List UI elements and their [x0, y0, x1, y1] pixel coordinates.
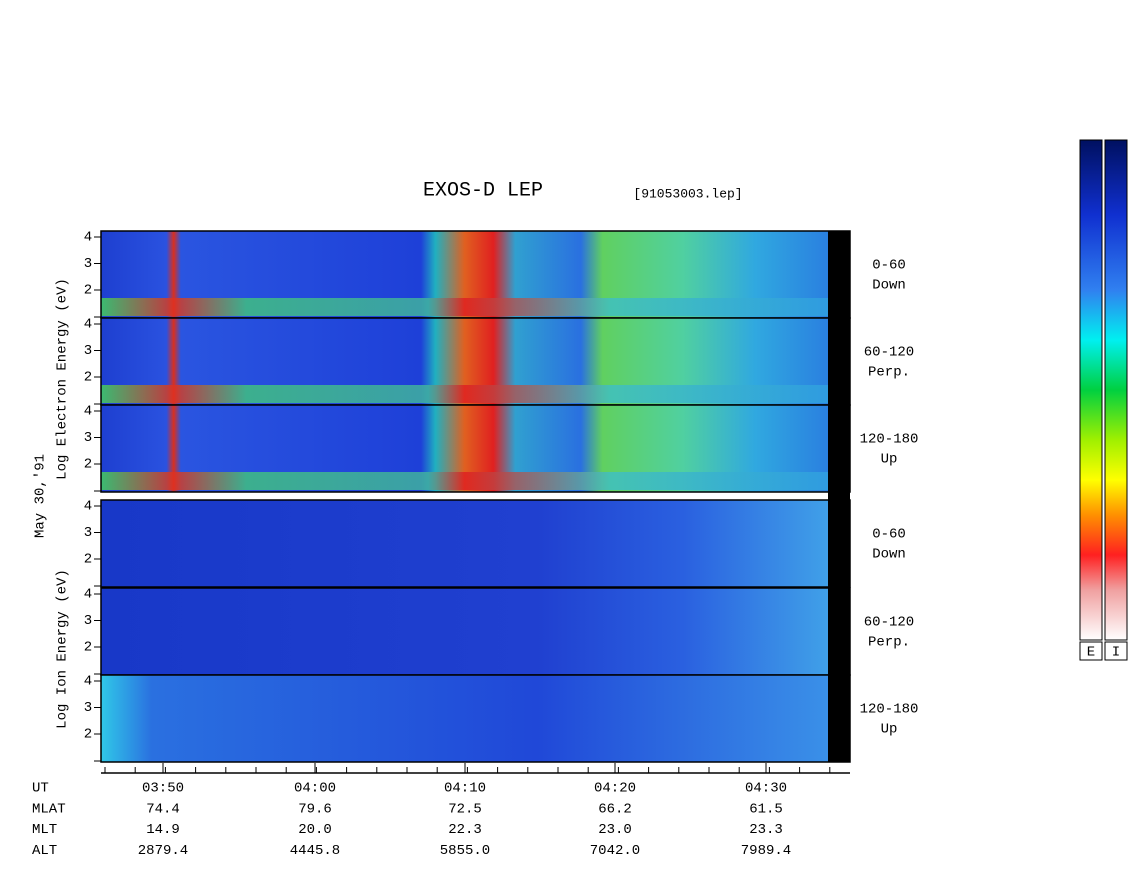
energy-tick-label: 2 — [84, 457, 92, 473]
energy-tick-label: 4 — [84, 674, 92, 690]
row-value: 23.3 — [749, 822, 783, 838]
time-label: 04:20 — [594, 781, 636, 797]
spectrogram — [101, 588, 828, 675]
panel-range: 120-180 — [860, 702, 919, 718]
panel-frame — [100, 674, 851, 763]
row-value: 61.5 — [749, 801, 783, 817]
energy-tick-label: 2 — [84, 283, 92, 299]
row-value: 22.3 — [448, 822, 482, 838]
energy-tick-label: 4 — [84, 499, 92, 515]
time-label: 04:10 — [444, 781, 486, 797]
energy-tick-label: 3 — [84, 613, 92, 629]
energy-tick-label: 3 — [84, 343, 92, 359]
energy-tick-label: 2 — [84, 727, 92, 743]
row-name: ALT — [32, 843, 57, 859]
spectrogram — [101, 675, 828, 762]
panel-range: 60-120 — [864, 615, 914, 631]
date-label: May 30,'91 — [33, 454, 49, 538]
time-label: 04:00 — [294, 781, 336, 797]
panel-direction: Up — [881, 722, 898, 738]
panel-direction: Up — [881, 452, 898, 468]
low-energy-band — [101, 472, 828, 490]
panel-frame — [100, 404, 851, 493]
spectrogram — [101, 500, 828, 587]
energy-tick-label: 4 — [84, 587, 92, 603]
row-value: 7042.0 — [590, 843, 640, 859]
low-energy-band — [101, 385, 828, 403]
electron-axis-label: Log Electron Energy (eV) — [55, 278, 71, 480]
energy-tick-label: 3 — [84, 525, 92, 541]
panel-range: 60-120 — [864, 345, 914, 361]
row-value: 4445.8 — [290, 843, 340, 859]
energy-tick-label: 4 — [84, 230, 92, 246]
row-value: 14.9 — [146, 822, 180, 838]
row-value: 74.4 — [146, 801, 180, 817]
time-label: 03:50 — [142, 781, 184, 797]
panel-range: 0-60 — [872, 527, 906, 543]
energy-tick-label: 2 — [84, 552, 92, 568]
row-value: 7989.4 — [741, 843, 791, 859]
colorbar — [1104, 139, 1128, 641]
file-name: [91053003.lep] — [633, 186, 742, 201]
energy-tick-label: 2 — [84, 640, 92, 656]
panel-range: 0-60 — [872, 258, 906, 274]
panel-direction: Down — [872, 547, 906, 563]
colorbar-label: E — [1087, 645, 1095, 661]
low-energy-band — [101, 298, 828, 316]
energy-tick-label: 2 — [84, 370, 92, 386]
row-value: 5855.0 — [440, 843, 490, 859]
energy-tick-label: 3 — [84, 256, 92, 272]
time-label: 04:30 — [745, 781, 787, 797]
row-value: 79.6 — [298, 801, 332, 817]
row-value: 72.5 — [448, 801, 482, 817]
energy-tick-label: 3 — [84, 700, 92, 716]
panel-direction: Down — [872, 278, 906, 294]
panel-direction: Perp. — [868, 635, 910, 651]
row-name: UT — [32, 781, 49, 797]
row-name: MLAT — [32, 801, 66, 817]
panel-frame — [100, 499, 851, 588]
colorbar-label: I — [1112, 645, 1120, 661]
colorbar-label-box — [1079, 641, 1103, 661]
row-value: 2879.4 — [138, 843, 188, 859]
panel-range: 120-180 — [860, 432, 919, 448]
colorbar — [1079, 139, 1103, 641]
panel-direction: Perp. — [868, 365, 910, 381]
row-value: 20.0 — [298, 822, 332, 838]
row-value: 23.0 — [598, 822, 632, 838]
ion-axis-label: Log Ion Energy (eV) — [55, 569, 71, 729]
energy-tick-label: 3 — [84, 430, 92, 446]
data-gap — [828, 231, 850, 762]
row-name: MLT — [32, 822, 57, 838]
title: EXOS-D LEP — [423, 179, 543, 202]
row-value: 66.2 — [598, 801, 632, 817]
energy-tick-label: 4 — [84, 404, 92, 420]
energy-tick-label: 4 — [84, 317, 92, 333]
colorbar-label-box — [1104, 641, 1128, 661]
